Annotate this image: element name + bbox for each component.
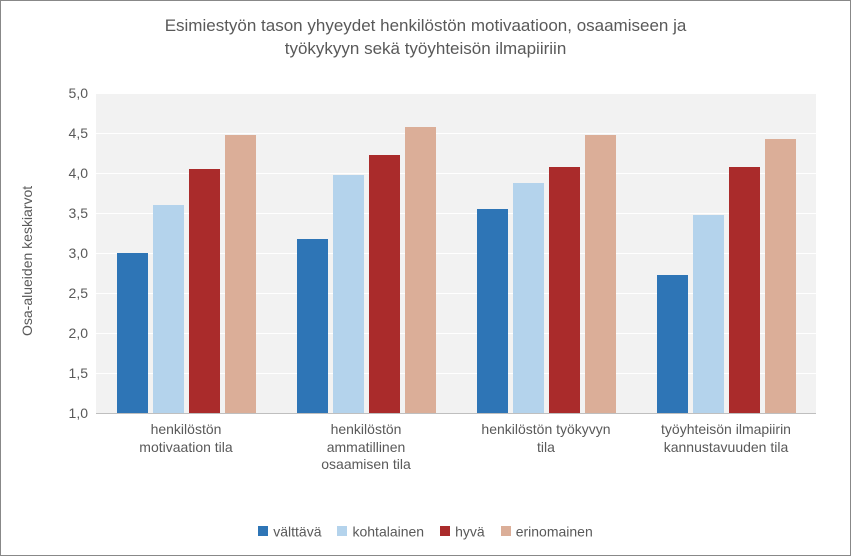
- bar: [225, 135, 256, 413]
- grid-line: [96, 133, 816, 134]
- bar: [189, 169, 220, 413]
- x-tick-label: henkilöstönammatillinenosaamisen tila: [276, 421, 456, 474]
- legend-label: välttävä: [273, 523, 321, 539]
- y-tick-label: 3,5: [48, 206, 88, 220]
- y-tick-label: 1,5: [48, 366, 88, 380]
- legend-swatch: [337, 526, 347, 536]
- bar: [693, 215, 724, 413]
- y-tick-label: 3,0: [48, 246, 88, 260]
- bar: [729, 167, 760, 413]
- legend-item: hyvä: [440, 522, 485, 539]
- y-tick-label: 2,0: [48, 326, 88, 340]
- legend-item: erinomainen: [501, 522, 593, 539]
- y-tick-label: 4,5: [48, 126, 88, 140]
- x-tick-label: henkilöstönmotivaation tila: [96, 421, 276, 456]
- bar: [117, 253, 148, 413]
- legend-label: erinomainen: [516, 523, 593, 539]
- legend-item: välttävä: [258, 522, 321, 539]
- legend-label: hyvä: [455, 523, 485, 539]
- legend-item: kohtalainen: [337, 522, 424, 539]
- grid-line: [96, 93, 816, 94]
- bar: [657, 275, 688, 413]
- x-tick-label: henkilöstön työkyvyntila: [456, 421, 636, 456]
- y-tick-label: 2,5: [48, 286, 88, 300]
- plot-area: [96, 93, 816, 414]
- legend-swatch: [258, 526, 268, 536]
- bar: [333, 175, 364, 413]
- bar: [297, 239, 328, 413]
- chart-title-line1: Esimiestyön tason yhyeydet henkilöstön m…: [1, 15, 850, 38]
- y-axis-title: Osa-alueiden keskiarvot: [19, 186, 35, 336]
- legend-label: kohtalainen: [352, 523, 424, 539]
- bar: [369, 155, 400, 413]
- y-tick-label: 5,0: [48, 86, 88, 100]
- bar: [513, 183, 544, 413]
- chart-title-line2: työkykyyn sekä työyhteisön ilmapiiriin: [1, 38, 850, 61]
- chart-container: Esimiestyön tason yhyeydet henkilöstön m…: [0, 0, 851, 556]
- legend-swatch: [440, 526, 450, 536]
- legend-swatch: [501, 526, 511, 536]
- y-tick-label: 1,0: [48, 406, 88, 420]
- bar: [765, 139, 796, 413]
- bar: [585, 135, 616, 413]
- legend: välttävä kohtalainen hyvä erinomainen: [1, 521, 850, 539]
- bar: [405, 127, 436, 413]
- chart-title: Esimiestyön tason yhyeydet henkilöstön m…: [1, 1, 850, 61]
- bar: [153, 205, 184, 413]
- x-tick-label: työyhteisön ilmapiirinkannustavuuden til…: [636, 421, 816, 456]
- y-tick-label: 4,0: [48, 166, 88, 180]
- bar: [549, 167, 580, 413]
- bar: [477, 209, 508, 413]
